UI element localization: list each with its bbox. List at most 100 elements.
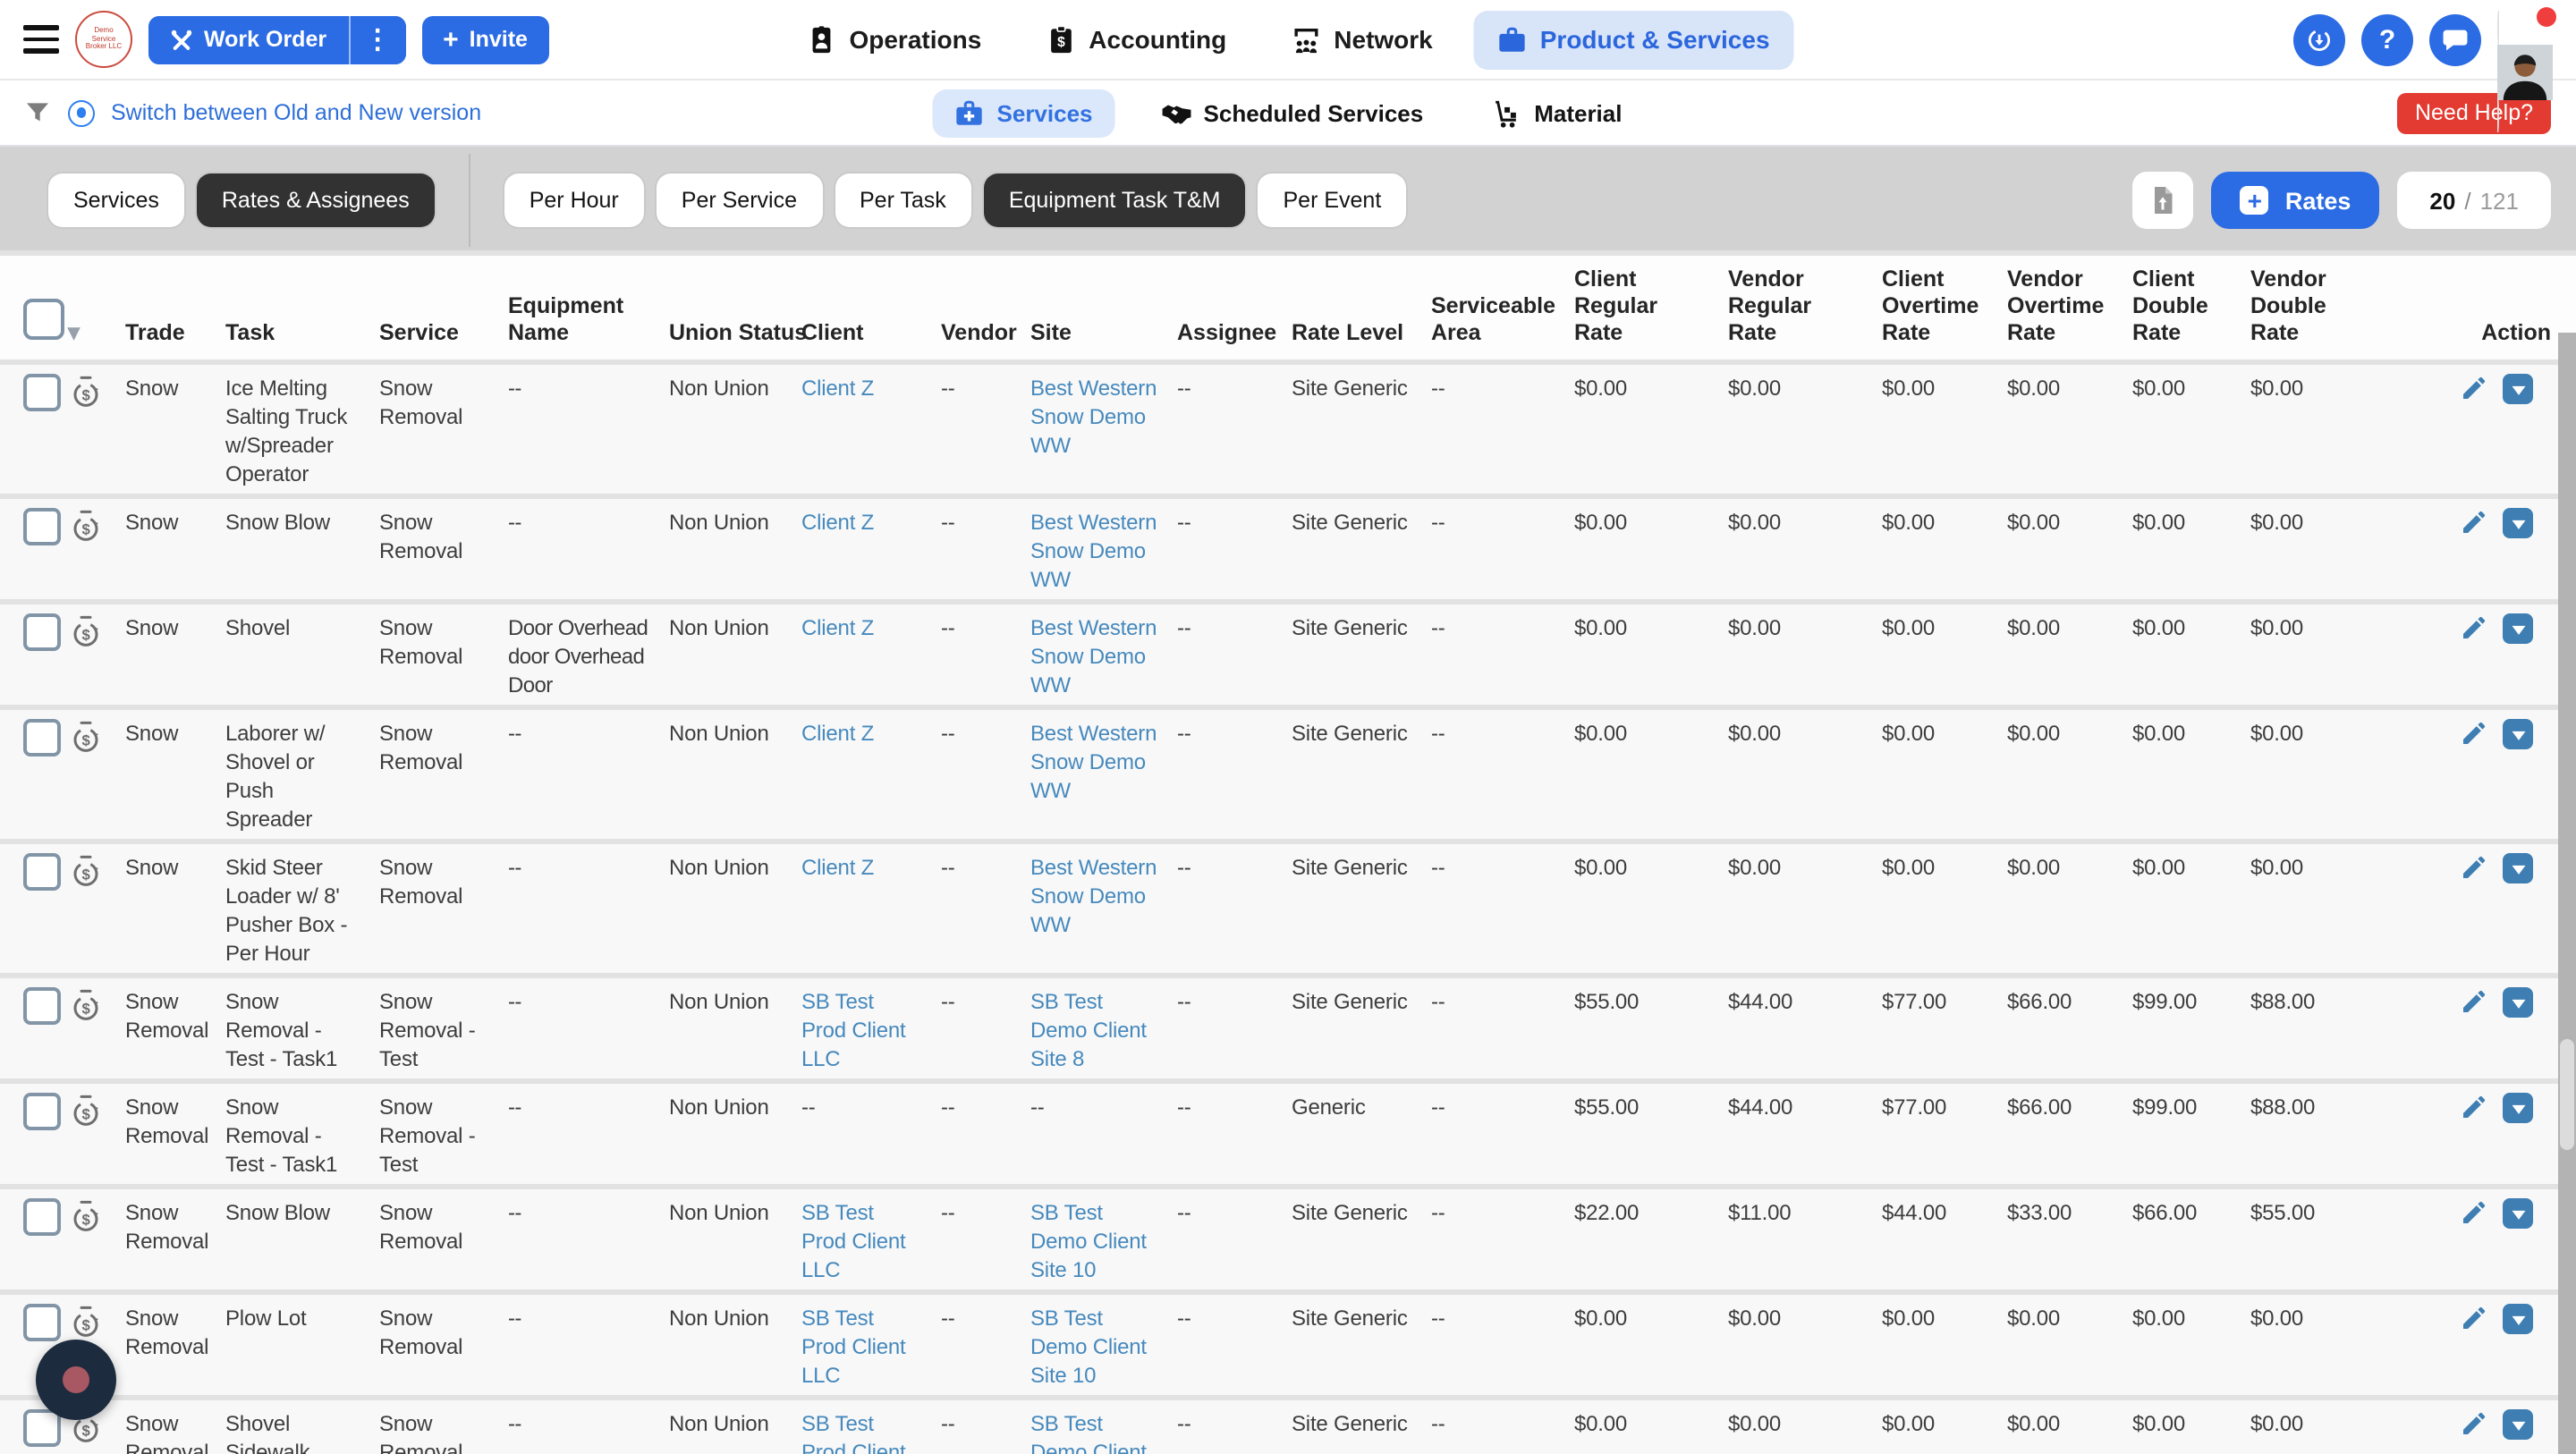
- row-checkbox[interactable]: [23, 613, 61, 651]
- row-dropdown-button[interactable]: [2503, 508, 2533, 538]
- edit-icon[interactable]: [2460, 1093, 2488, 1121]
- col-union-status: Union Status: [669, 320, 808, 345]
- nav-item-network[interactable]: Network: [1267, 10, 1455, 69]
- filter-services[interactable]: Services: [48, 173, 184, 227]
- more-actions-button[interactable]: ⋮: [348, 15, 406, 63]
- tab-material[interactable]: Material: [1470, 89, 1643, 137]
- cell-site-link[interactable]: SB Test Demo Client Site 10: [1030, 1306, 1147, 1388]
- row-dropdown-button[interactable]: [2503, 719, 2533, 749]
- cell-client-link[interactable]: SB Test Prod Client LLC: [801, 1411, 906, 1454]
- import-button[interactable]: [2132, 172, 2194, 229]
- row-dropdown-button[interactable]: [2503, 1409, 2533, 1440]
- filter-icon[interactable]: [23, 98, 52, 127]
- edit-icon[interactable]: [2460, 1304, 2488, 1332]
- filter-per-event[interactable]: Per Event: [1258, 173, 1407, 227]
- rate-history-icon: $: [68, 1411, 104, 1450]
- edit-icon[interactable]: [2460, 508, 2488, 537]
- edit-icon[interactable]: [2460, 1198, 2488, 1227]
- cell-site-link[interactable]: --: [1030, 1095, 1045, 1120]
- row-dropdown-button[interactable]: [2503, 853, 2533, 883]
- edit-icon[interactable]: [2460, 853, 2488, 882]
- cell-site-link[interactable]: SB Test Demo Client Site 8: [1030, 989, 1147, 1071]
- user-avatar[interactable]: [2497, 10, 2553, 131]
- row-checkbox[interactable]: [23, 1409, 61, 1447]
- notification-dot: [2537, 6, 2556, 26]
- cell-client-link[interactable]: SB Test Prod Client LLC: [801, 1200, 906, 1282]
- row-actions: [2368, 1409, 2558, 1440]
- cell-client-link[interactable]: SB Test Prod Client LLC: [801, 1306, 906, 1388]
- tab-scheduled-services[interactable]: Scheduled Services: [1140, 89, 1445, 137]
- row-dropdown-button[interactable]: [2503, 1093, 2533, 1123]
- col-trade: Trade: [125, 320, 185, 345]
- caret-down-icon: [2511, 624, 2525, 634]
- sync-history-button[interactable]: [2293, 13, 2345, 65]
- col-client-regular-rate: Client Regular Rate: [1574, 266, 1658, 345]
- row-checkbox[interactable]: [23, 508, 61, 545]
- menu-icon[interactable]: [23, 25, 59, 54]
- row-checkbox[interactable]: [23, 374, 61, 411]
- cell-site-link[interactable]: Best Western Snow Demo WW: [1030, 615, 1157, 697]
- cell-vendor-double-rate: $88.00: [2250, 1095, 2316, 1120]
- cell-client-link[interactable]: Client Z: [801, 855, 875, 880]
- row-dropdown-button[interactable]: [2503, 613, 2533, 644]
- edit-icon[interactable]: [2460, 613, 2488, 642]
- svg-text:$: $: [81, 866, 90, 883]
- cell-site-link[interactable]: Best Western Snow Demo WW: [1030, 376, 1157, 458]
- filter-per-hour[interactable]: Per Hour: [504, 173, 644, 227]
- row-dropdown-button[interactable]: [2503, 1198, 2533, 1229]
- edit-icon[interactable]: [2460, 987, 2488, 1016]
- help-button[interactable]: ?: [2361, 13, 2413, 65]
- nav-item-accounting[interactable]: $ Accounting: [1022, 10, 1250, 69]
- row-dropdown-button[interactable]: [2503, 1304, 2533, 1334]
- cell-client-link[interactable]: Client Z: [801, 510, 875, 535]
- cell-client-link[interactable]: --: [801, 1095, 816, 1120]
- handshake-icon: [1161, 104, 1191, 123]
- add-rates-button[interactable]: + Rates: [2211, 172, 2380, 229]
- row-dropdown-button[interactable]: [2503, 374, 2533, 404]
- version-switch-link[interactable]: Switch between Old and New version: [111, 100, 482, 125]
- version-radio[interactable]: [68, 99, 95, 126]
- select-all-checkbox[interactable]: [23, 299, 64, 340]
- filter-rates-assignees[interactable]: Rates & Assignees: [196, 173, 435, 227]
- row-checkbox[interactable]: [23, 853, 61, 891]
- scrollbar-thumb[interactable]: [2560, 1039, 2574, 1150]
- edit-icon[interactable]: [2460, 719, 2488, 748]
- divider: [468, 154, 470, 247]
- cell-rate-level: Generic: [1292, 1095, 1366, 1120]
- row-checkbox[interactable]: [23, 719, 61, 757]
- vertical-scrollbar[interactable]: [2558, 333, 2576, 1454]
- row-checkbox[interactable]: [23, 1304, 61, 1341]
- col-client-overtime-rate: Client Overtime Rate: [1882, 266, 1979, 345]
- cell-site-link[interactable]: SB Test Demo Client Site 10: [1030, 1411, 1147, 1454]
- cell-site-link[interactable]: Best Western Snow Demo WW: [1030, 721, 1157, 803]
- tab-services[interactable]: Services: [932, 89, 1114, 137]
- chevron-down-icon[interactable]: ▾: [68, 318, 80, 345]
- row-checkbox[interactable]: [23, 1093, 61, 1130]
- cell-site-link[interactable]: SB Test Demo Client Site 10: [1030, 1200, 1147, 1282]
- cell-client-link[interactable]: Client Z: [801, 615, 875, 640]
- filter-equipment-task-tm[interactable]: Equipment Task T&M: [983, 173, 1246, 227]
- nav-item-product-services[interactable]: Product & Services: [1473, 10, 1793, 69]
- table-row: $ Snow Removal Snow Blow Snow Removal --…: [0, 1189, 2576, 1289]
- cell-client-link[interactable]: Client Z: [801, 721, 875, 746]
- edit-icon[interactable]: [2460, 374, 2488, 402]
- row-checkbox[interactable]: [23, 987, 61, 1025]
- cell-site-link[interactable]: Best Western Snow Demo WW: [1030, 855, 1157, 937]
- work-order-button[interactable]: Work Order: [148, 15, 349, 63]
- filter-per-service[interactable]: Per Service: [656, 173, 822, 227]
- edit-icon[interactable]: [2460, 1409, 2488, 1438]
- chat-button[interactable]: [2429, 13, 2481, 65]
- cell-site-link[interactable]: Best Western Snow Demo WW: [1030, 510, 1157, 592]
- cell-service: Snow Removal: [379, 615, 463, 669]
- nav-item-operations[interactable]: Operations: [783, 10, 1004, 69]
- cell-client-link[interactable]: SB Test Prod Client LLC: [801, 989, 906, 1071]
- filter-per-task[interactable]: Per Task: [835, 173, 971, 227]
- cell-client-link[interactable]: Client Z: [801, 376, 875, 401]
- row-checkbox[interactable]: [23, 1198, 61, 1236]
- row-dropdown-button[interactable]: [2503, 987, 2533, 1018]
- cell-equipment-name: --: [508, 855, 521, 880]
- company-logo[interactable]: Demo Service Broker LLC: [75, 11, 132, 68]
- cell-task: Snow Removal - Test - Task1: [225, 1095, 338, 1177]
- floating-widget-button[interactable]: [36, 1340, 116, 1420]
- invite-button[interactable]: + Invite: [421, 15, 549, 63]
